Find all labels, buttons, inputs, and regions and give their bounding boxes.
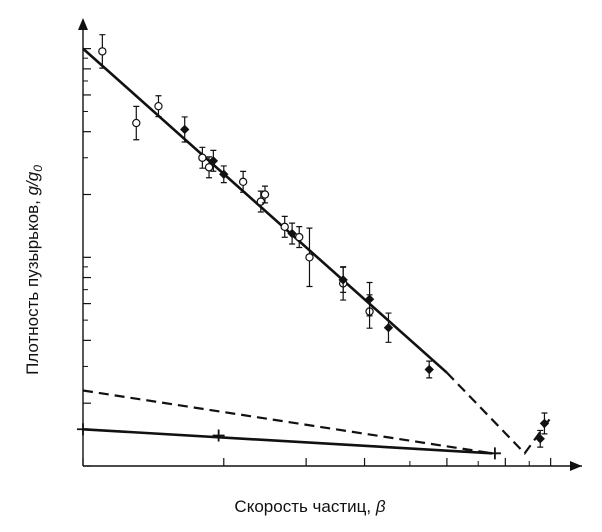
data-point-filled <box>539 418 550 429</box>
data-point-open <box>256 197 266 206</box>
data-point-filled <box>338 275 348 285</box>
data-point-filled <box>208 156 219 166</box>
data-point-open <box>154 101 163 111</box>
x-axis-arrow <box>570 461 582 471</box>
curve-3-solid <box>82 428 493 455</box>
data-point-filled <box>424 364 434 375</box>
curve-2-dashed <box>82 389 493 455</box>
y-axis-title: Плотность пузырьков, g/g0 <box>23 165 45 375</box>
data-point-filled <box>535 434 545 444</box>
data-point-open <box>198 153 207 162</box>
data-point-filled <box>287 228 297 239</box>
cross-marker <box>77 423 89 436</box>
data-point-filled <box>219 169 229 179</box>
data-point-open <box>280 222 289 232</box>
data-point-filled <box>383 322 394 333</box>
data-point-open <box>132 118 141 128</box>
x-axis-title: Скорость частиц, β <box>234 497 385 516</box>
cross-marker <box>488 447 501 460</box>
data-point-open <box>295 232 304 242</box>
data-point-open <box>305 253 314 262</box>
curves <box>82 47 552 456</box>
curve-1-dashed <box>446 371 552 456</box>
axes <box>78 18 582 471</box>
markers <box>77 34 550 460</box>
data-point-filled <box>179 124 190 135</box>
y-axis-arrow <box>78 18 88 30</box>
curve-1-solid <box>82 47 448 374</box>
data-point-open <box>238 177 248 187</box>
cross-marker <box>212 429 225 442</box>
data-point-open <box>204 163 214 172</box>
data-point-open <box>98 47 107 56</box>
data-point-filled <box>364 294 375 304</box>
data-point-open <box>260 190 270 199</box>
